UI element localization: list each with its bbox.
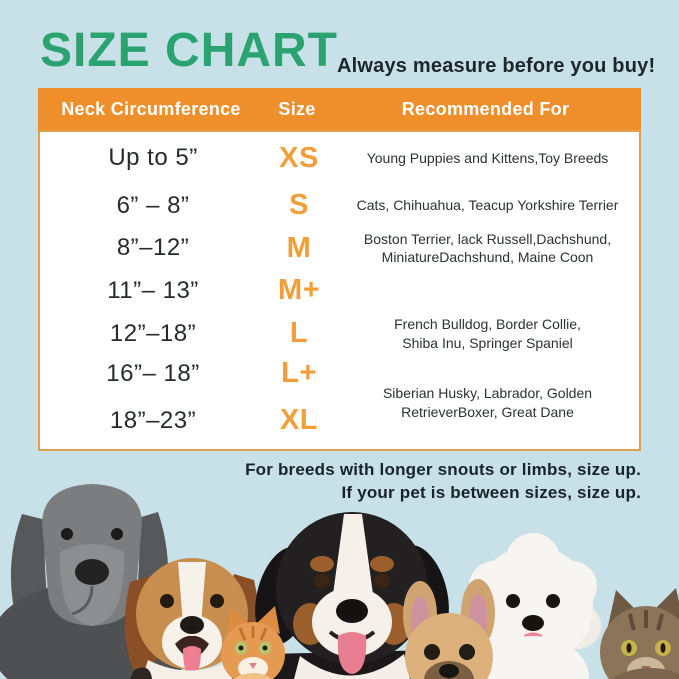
table-row-m: 8”–12” M Boston Terrier, lack Russell,Da… — [40, 227, 639, 269]
size-value: XS — [279, 141, 319, 174]
size-value: XL — [279, 404, 319, 436]
sizing-note-line2: If your pet is between sizes, size up. — [341, 482, 641, 502]
neck-value: 8”–12” — [116, 234, 190, 261]
size-value: M — [286, 231, 312, 264]
beagle-image — [124, 558, 260, 679]
maltese-image — [465, 533, 601, 679]
recommended-value: Siberian Husky, Labrador, Golden Retriev… — [382, 385, 593, 420]
column-header-recommended-for: Recommended For — [401, 98, 570, 119]
sizing-note-line1: For breeds with longer snouts or limbs, … — [245, 460, 641, 479]
recommended-value: Cats, Chihuahua, Teacup Yorkshire Terrie… — [356, 197, 619, 214]
size-table-body: Up to 5” XS Young Puppies and Kittens,To… — [38, 130, 641, 451]
neck-value: 12”–18” — [109, 319, 197, 347]
column-header-size: Size — [278, 98, 316, 119]
table-row-s: 6” – 8” S Cats, Chihuahua, Teacup Yorksh… — [40, 184, 639, 227]
column-header-neck-circumference: Neck Circumference — [61, 98, 241, 119]
recommended-value: Boston Terrier, lack Russell,Dachshund, … — [363, 230, 612, 265]
size-value: S — [289, 189, 309, 221]
size-table-header: Neck Circumference Size Recommended For — [38, 88, 641, 130]
page-subtitle: Always measure before you buy! — [337, 55, 656, 77]
size-value: M+ — [277, 274, 321, 306]
recommended-value: Young Puppies and Kittens,Toy Breeds — [366, 149, 609, 166]
maine-coon-cat-image — [600, 588, 679, 679]
table-row-xl: 18”–23” XL Siberian Husky, Labrador, Gol… — [40, 385, 639, 449]
neck-value: 11”– 13” — [107, 276, 199, 304]
pets-photo-collage — [0, 484, 679, 679]
table-row-xs: Up to 5” XS Young Puppies and Kittens,To… — [40, 132, 639, 184]
sizing-note: For breeds with longer snouts or limbs, … — [245, 459, 641, 505]
table-row-l: 12”–18” L French Bulldog, Border Collie,… — [40, 312, 639, 355]
neck-value: 6” – 8” — [116, 191, 190, 219]
french-bulldog-image — [403, 579, 495, 679]
orange-kitten-image — [221, 606, 285, 679]
neck-value: 16”– 18” — [106, 359, 200, 387]
recommended-value: French Bulldog, Border Collie, Shiba Inu… — [394, 316, 581, 351]
size-value: L — [289, 317, 309, 349]
page-title: SIZE CHART — [40, 24, 338, 77]
table-row-l-plus: 16”– 18” L+ — [40, 355, 639, 392]
size-table: Neck Circumference Size Recommended For … — [38, 88, 641, 451]
table-row-m-plus: 11”– 13” M+ — [40, 269, 639, 312]
neck-value: Up to 5” — [108, 144, 198, 171]
size-value: L+ — [281, 357, 317, 389]
neck-value: 18”–23” — [109, 406, 197, 434]
